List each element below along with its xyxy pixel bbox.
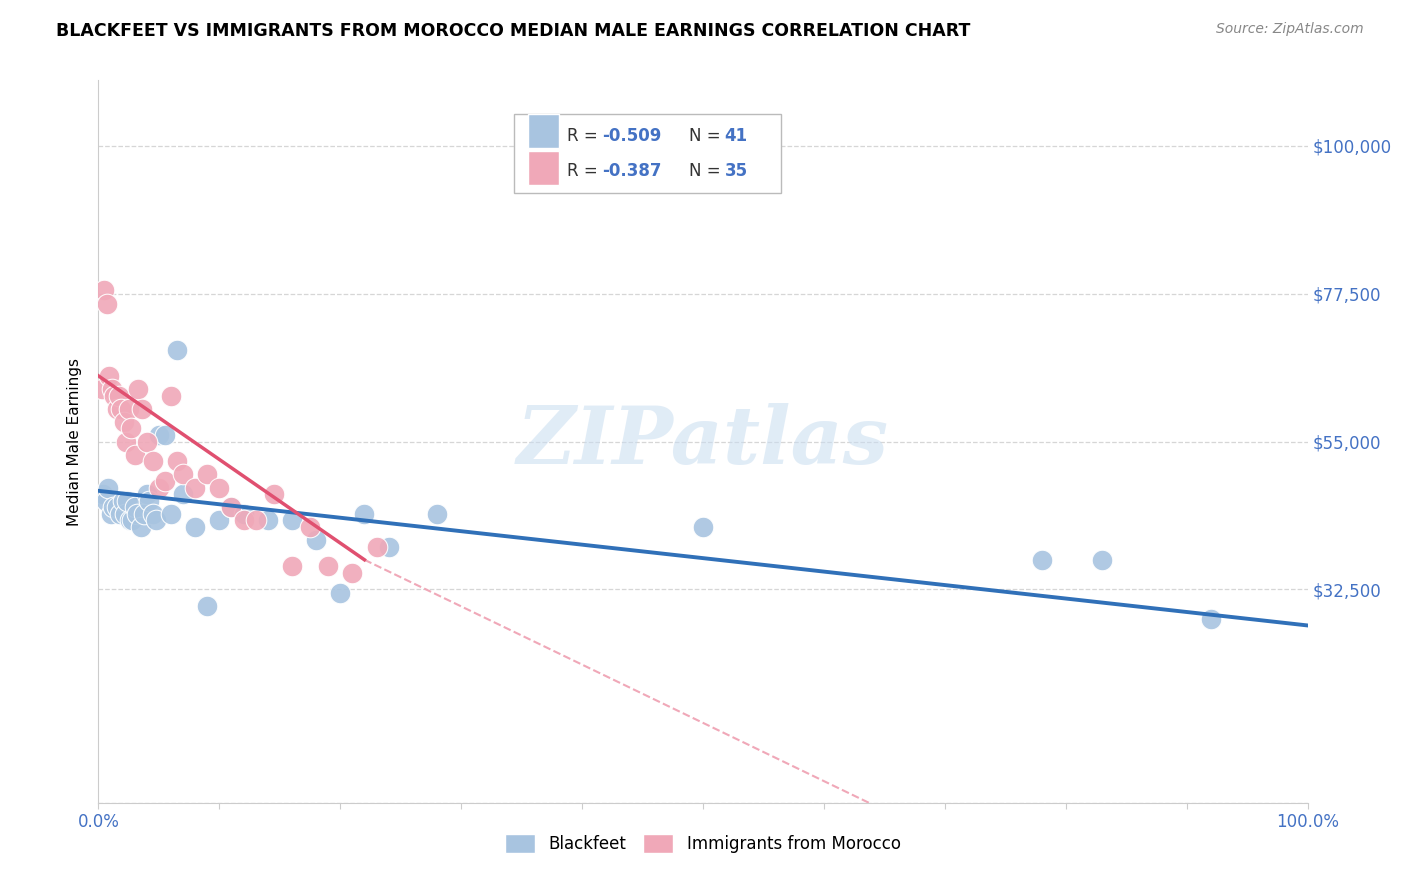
Point [98, 368, 121, 383]
Point [148, 481, 170, 495]
Text: ZIPatlas: ZIPatlas [517, 403, 889, 480]
Point [112, 415, 135, 429]
Point [1091, 553, 1114, 567]
Point [692, 520, 714, 534]
Point [299, 520, 322, 534]
Point [208, 513, 231, 527]
Point [377, 540, 399, 554]
Text: 35: 35 [724, 161, 748, 180]
Point [131, 401, 153, 416]
Point [129, 520, 152, 534]
Point [120, 421, 142, 435]
Point [135, 487, 157, 501]
Point [118, 401, 141, 416]
Point [91, 382, 114, 396]
Point [124, 448, 146, 462]
Text: -0.387: -0.387 [602, 161, 662, 180]
Point [105, 401, 128, 416]
Point [1199, 612, 1222, 626]
Legend: Blackfeet, Immigrants from Morocco: Blackfeet, Immigrants from Morocco [499, 827, 907, 860]
Point [426, 507, 449, 521]
Point [117, 493, 139, 508]
Point [184, 481, 207, 495]
Point [305, 533, 328, 547]
Point [124, 500, 146, 515]
Point [108, 507, 131, 521]
Point [127, 507, 149, 521]
Point [184, 520, 207, 534]
Point [145, 513, 167, 527]
Text: BLACKFEET VS IMMIGRANTS FROM MOROCCO MEDIAN MALE EARNINGS CORRELATION CHART: BLACKFEET VS IMMIGRANTS FROM MOROCCO MED… [56, 22, 970, 40]
Point [93, 284, 115, 298]
Text: N =: N = [689, 127, 725, 145]
Text: 41: 41 [724, 127, 748, 145]
Point [195, 467, 218, 482]
Text: R =: R = [567, 127, 603, 145]
Point [135, 434, 157, 449]
Point [172, 467, 194, 482]
Point [366, 540, 388, 554]
Point [111, 493, 134, 508]
Point [138, 493, 160, 508]
Point [108, 388, 131, 402]
Point [114, 507, 136, 521]
Point [342, 566, 364, 580]
Point [245, 513, 267, 527]
Point [96, 296, 118, 310]
Point [166, 343, 188, 357]
Text: R =: R = [567, 161, 603, 180]
Point [110, 401, 132, 416]
Point [142, 507, 165, 521]
Point [118, 513, 141, 527]
Point [160, 507, 183, 521]
Point [100, 382, 122, 396]
Point [160, 388, 183, 402]
Point [221, 500, 243, 515]
Point [101, 500, 124, 515]
Point [97, 481, 120, 495]
Point [329, 585, 352, 599]
Point [208, 481, 231, 495]
Point [91, 487, 114, 501]
Y-axis label: Median Male Earnings: Median Male Earnings [67, 358, 83, 525]
Point [221, 500, 243, 515]
Point [353, 507, 375, 521]
Point [316, 559, 339, 574]
Point [256, 513, 278, 527]
Point [100, 507, 122, 521]
Text: -0.509: -0.509 [602, 127, 661, 145]
Point [232, 507, 254, 521]
Point [153, 428, 176, 442]
Point [103, 388, 125, 402]
Point [121, 513, 143, 527]
Point [281, 513, 304, 527]
Point [172, 487, 194, 501]
Point [115, 434, 138, 449]
Text: N =: N = [689, 161, 725, 180]
Point [134, 507, 156, 521]
Point [263, 487, 285, 501]
Point [127, 382, 149, 396]
Point [105, 500, 128, 515]
Text: Source: ZipAtlas.com: Source: ZipAtlas.com [1216, 22, 1364, 37]
Point [94, 493, 117, 508]
Point [148, 428, 170, 442]
Point [142, 454, 165, 468]
Point [281, 559, 304, 574]
Point [166, 454, 188, 468]
Point [153, 474, 176, 488]
Point [1031, 553, 1053, 567]
Point [232, 513, 254, 527]
Point [195, 599, 218, 613]
